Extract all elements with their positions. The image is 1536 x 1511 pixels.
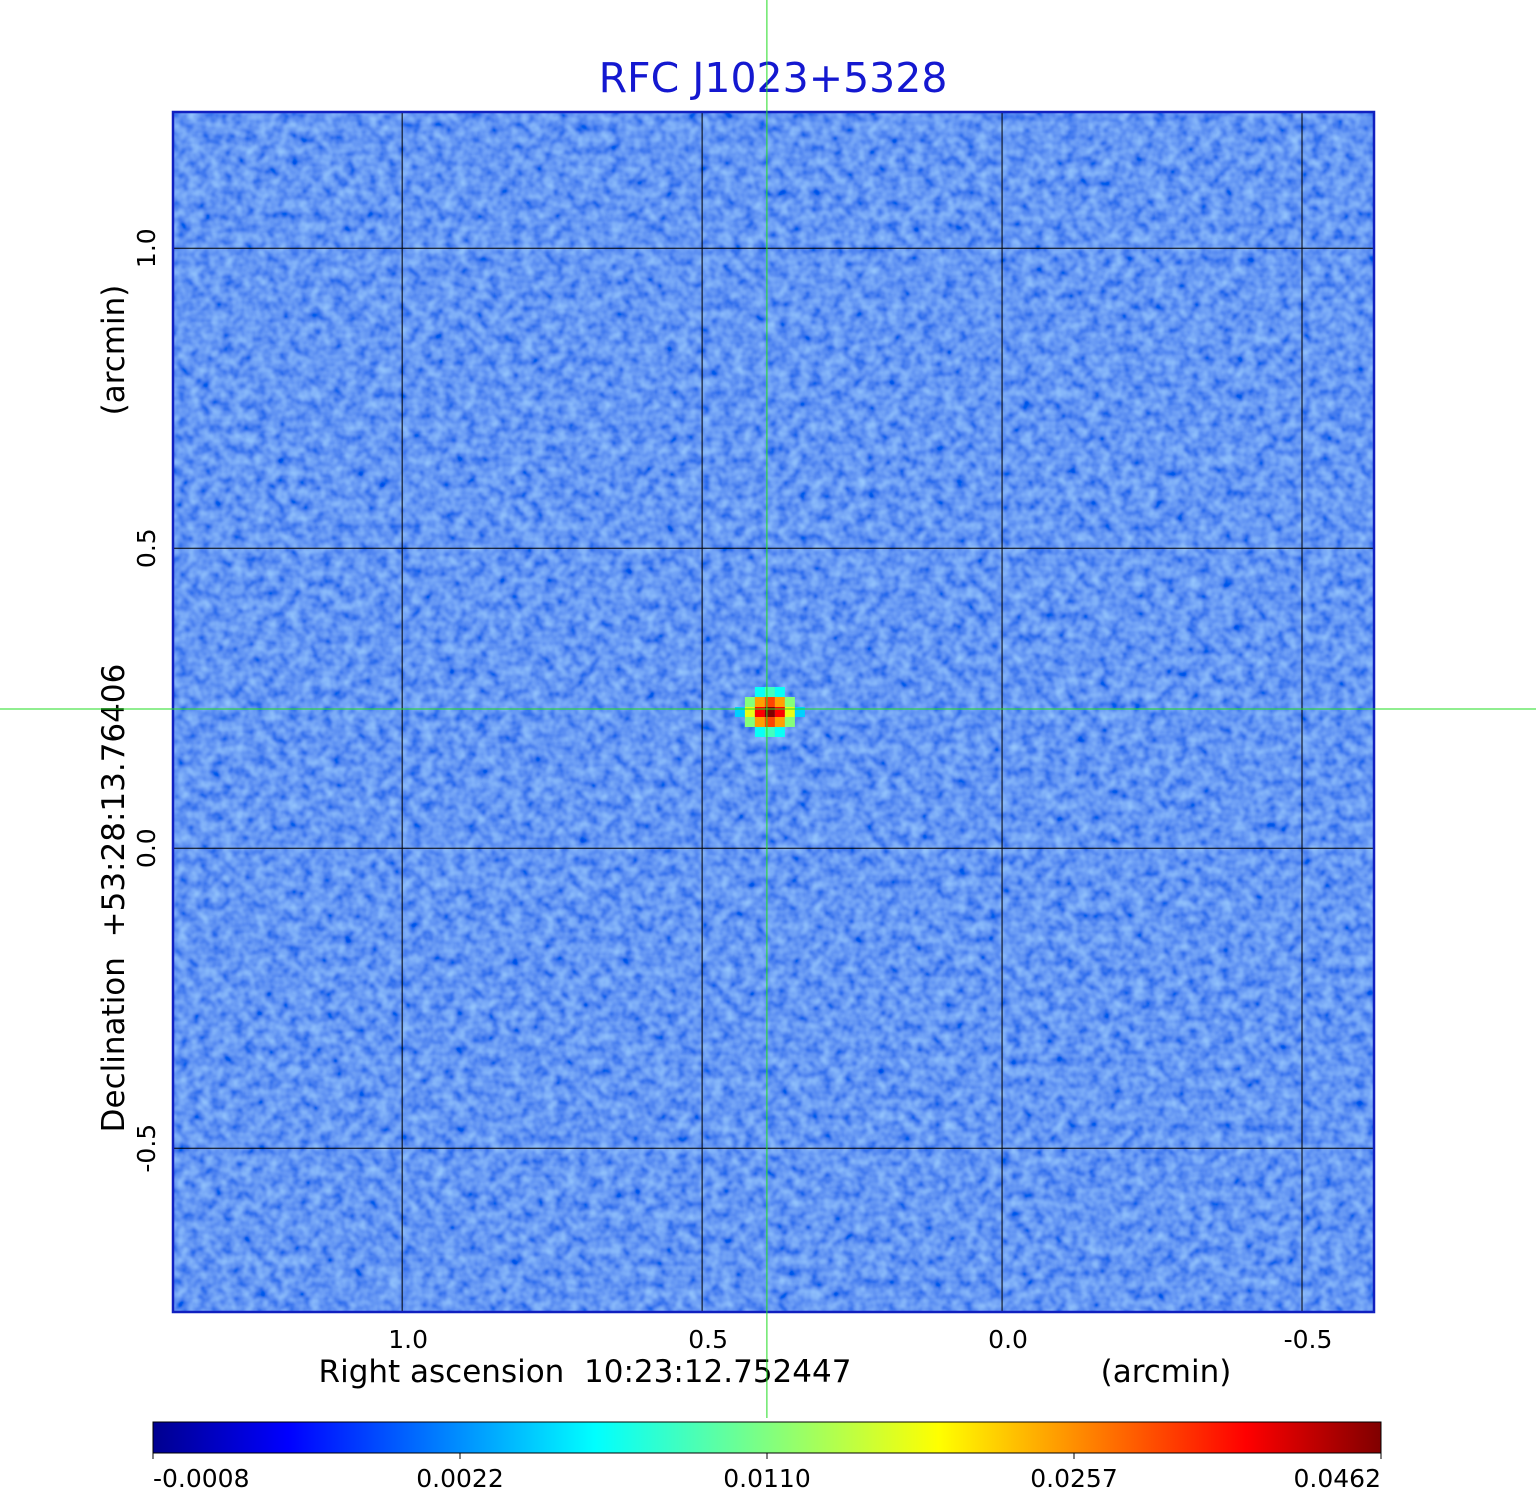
y-tick-label: 0.0 <box>132 828 161 868</box>
source-halo <box>754 727 765 737</box>
y-tick-label: 1.0 <box>132 228 161 268</box>
source-halo <box>744 707 755 717</box>
y-axis-label: Declination +53:28:13.76406 <box>96 664 132 1133</box>
chart-title: RFC J1023+5328 <box>599 54 948 102</box>
source-halo <box>764 727 775 737</box>
y-tick-label: 0.5 <box>132 528 161 568</box>
source-halo <box>734 707 745 717</box>
source-halo <box>774 727 785 737</box>
x-tick-label: -0.5 <box>1284 1325 1333 1354</box>
source-peak <box>764 707 775 717</box>
source-halo <box>744 697 755 707</box>
source-halo <box>774 697 785 707</box>
source-halo <box>774 687 785 697</box>
source-halo <box>784 707 795 717</box>
colorbar-tick-label: 0.0462 <box>1294 1464 1381 1493</box>
x-axis-unit: (arcmin) <box>1101 1354 1232 1390</box>
y-axis-unit: (arcmin) <box>96 285 132 416</box>
x-axis-label: Right ascension 10:23:12.752447 <box>319 1354 852 1390</box>
source-halo <box>754 687 765 697</box>
source-halo <box>784 717 795 727</box>
colorbar <box>152 1421 1382 1454</box>
source-halo <box>764 687 775 697</box>
source-halo <box>784 697 795 707</box>
y-tick-label: -0.5 <box>132 1124 161 1173</box>
source-halo <box>754 697 765 707</box>
source-halo <box>794 707 805 717</box>
source-halo <box>754 707 765 717</box>
colorbar-tick-label: 0.0110 <box>723 1464 810 1493</box>
x-tick-label: 1.0 <box>388 1325 428 1354</box>
colorbar-tick-label: 0.0022 <box>416 1464 503 1493</box>
x-tick-label: 0.0 <box>988 1325 1028 1354</box>
plot-frame <box>171 110 1376 1314</box>
source-halo <box>764 697 775 707</box>
x-tick-label: 0.5 <box>688 1325 728 1354</box>
source-halo <box>744 717 755 727</box>
source-halo <box>774 707 785 717</box>
source-halo <box>764 717 775 727</box>
source-halo <box>754 717 765 727</box>
colorbar-tick-label: -0.0008 <box>153 1464 250 1493</box>
colorbar-tick-label: 0.0257 <box>1030 1464 1117 1493</box>
source-halo <box>774 717 785 727</box>
